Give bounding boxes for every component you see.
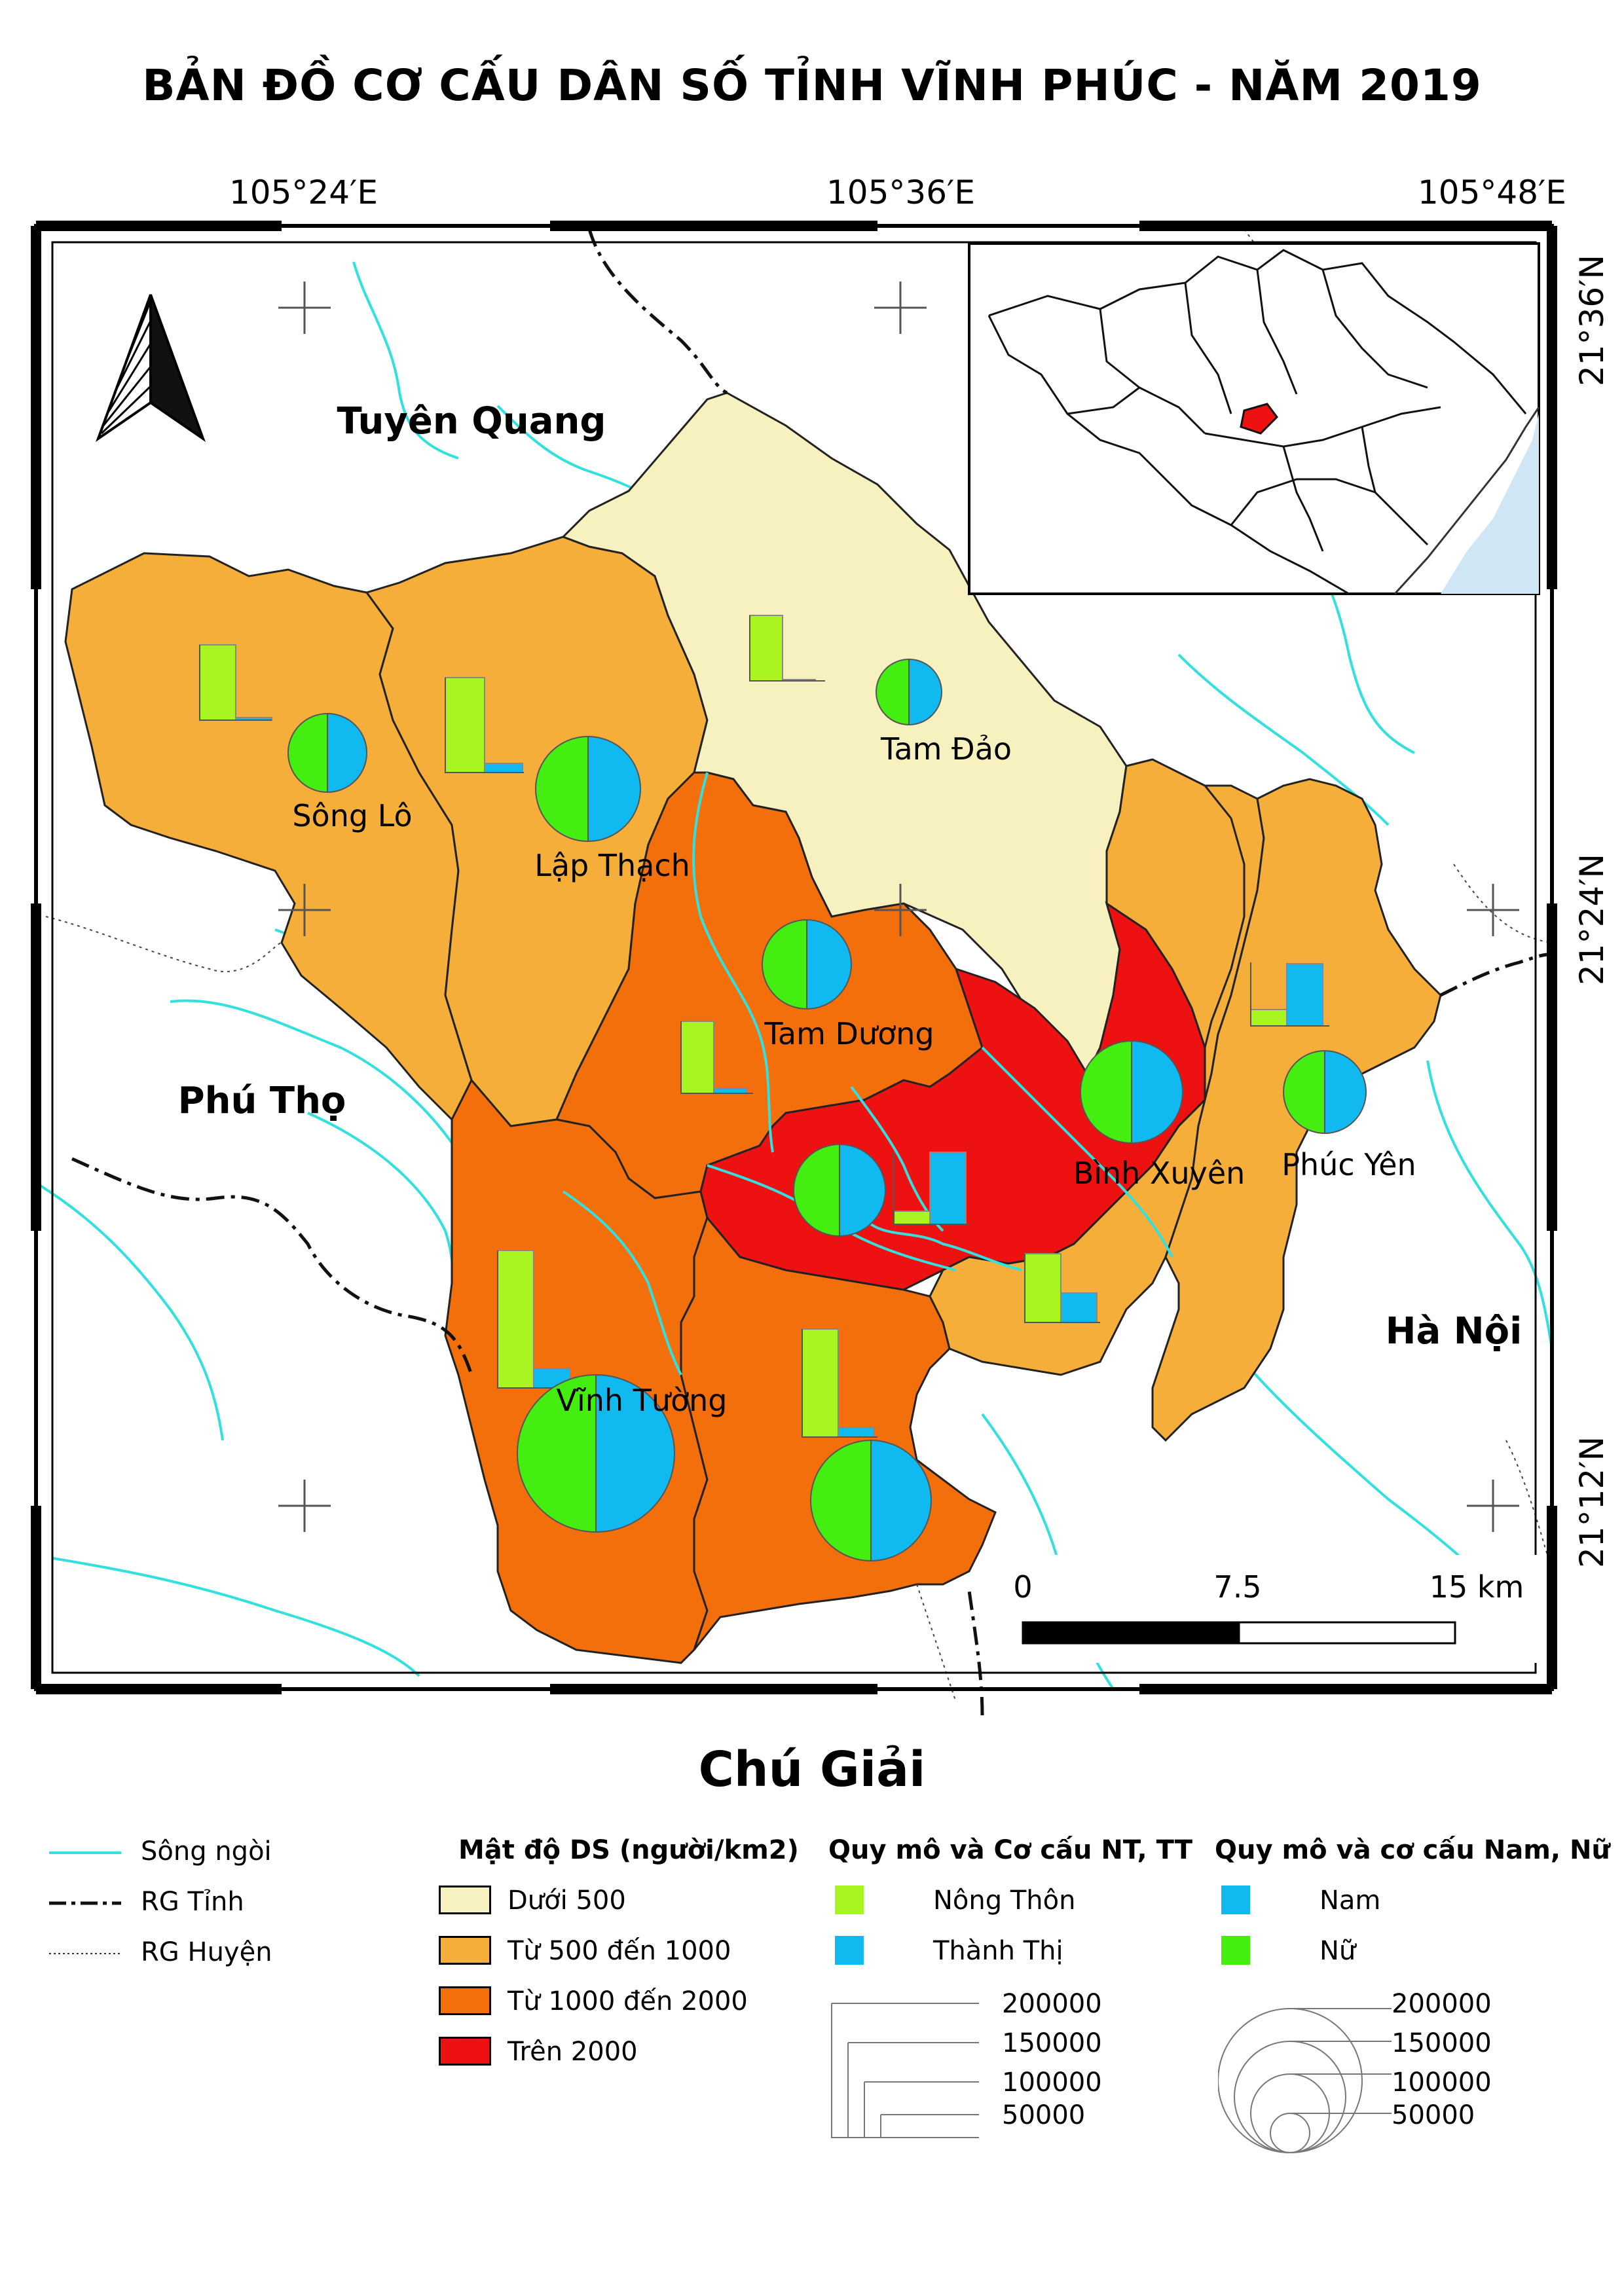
label-ha-noi: Hà Nội bbox=[1386, 1310, 1522, 1353]
scale-label-0: 0 bbox=[1013, 1569, 1032, 1605]
province-borders bbox=[71, 228, 1553, 1716]
river bbox=[170, 999, 460, 1154]
bar-scale-4: 50000 bbox=[1002, 2100, 1086, 2130]
map-inner-frame bbox=[51, 241, 1537, 1674]
label-song-lo: Sông Lô bbox=[292, 798, 412, 833]
pie-chart-vinh-tuong bbox=[517, 1374, 675, 1533]
bar-chart-vinh-yen bbox=[893, 1152, 969, 1225]
bar-chart-tam-duong bbox=[680, 1021, 753, 1094]
pie-chart-vinh-yen bbox=[793, 1143, 886, 1237]
lon-label-1: 105°24′E bbox=[229, 173, 378, 211]
label-vinh-tuong: Vĩnh Tường bbox=[557, 1383, 728, 1418]
river bbox=[1426, 1060, 1553, 1349]
bar-charts bbox=[199, 615, 1329, 1438]
river bbox=[52, 1557, 420, 1677]
district-border bbox=[1505, 1440, 1553, 1572]
rivers bbox=[38, 261, 1553, 1690]
swatch-male bbox=[1221, 1886, 1250, 1914]
label-binh-xuyen: Bình Xuyên bbox=[1073, 1156, 1246, 1191]
legend-density-4: Trên 2000 bbox=[507, 2037, 638, 2067]
legend-male-label: Nam bbox=[1320, 1886, 1381, 1916]
swatch-density-4 bbox=[439, 2037, 491, 2066]
river bbox=[870, 1223, 1022, 1271]
river bbox=[352, 261, 459, 460]
bar-chart-song-lo bbox=[199, 644, 272, 721]
district-border bbox=[916, 1584, 957, 1703]
province-border bbox=[587, 228, 728, 395]
lon-label-3: 105°48′E bbox=[1418, 173, 1567, 211]
river bbox=[692, 772, 774, 1153]
river bbox=[981, 1046, 1173, 1258]
legend-density-3: Từ 1000 đến 2000 bbox=[507, 1986, 748, 2016]
pie-chart-song-lo bbox=[287, 712, 367, 793]
bar-chart-phuc-yen bbox=[1250, 962, 1329, 1027]
pie-size-legend bbox=[1218, 2008, 1392, 2153]
map-title: BẢN ĐỒ CƠ CẤU DÂN SỐ TỈNH VĨNH PHÚC - NĂ… bbox=[142, 60, 1482, 111]
label-tam-duong: Tam Dương bbox=[764, 1016, 934, 1051]
swatch-urban bbox=[835, 1936, 864, 1965]
scale-label-end: 15 km bbox=[1430, 1569, 1524, 1605]
pie-chart-lap-thach bbox=[535, 735, 641, 843]
label-phu-tho: Phú Thọ bbox=[178, 1080, 346, 1122]
pie-chart-yen-lac bbox=[810, 1439, 932, 1562]
inset-vinh-phuc bbox=[1240, 403, 1278, 435]
lon-label-2: 105°36′E bbox=[826, 173, 976, 211]
bar-size-legend bbox=[831, 2003, 979, 2138]
bar-chart-vinh-tuong bbox=[497, 1250, 573, 1389]
legend-province-label: RG Tỉnh bbox=[141, 1887, 244, 1917]
bar-chart-tam-dao bbox=[749, 615, 825, 682]
bar-scale-3: 100000 bbox=[1002, 2068, 1102, 2098]
label-phuc-yen: Phúc Yên bbox=[1282, 1147, 1416, 1182]
label-lap-thach: Lập Thạch bbox=[534, 848, 690, 883]
legend-female-label: Nữ bbox=[1320, 1936, 1356, 1966]
pie-chart-phuc-yen bbox=[1283, 1049, 1367, 1135]
map-canvas: Tuyên Quang Phú Thọ Hà Nội Sông Lô Lập T… bbox=[31, 221, 1557, 1716]
pie-scale-4: 50000 bbox=[1392, 2100, 1475, 2130]
district-binh-xuyen bbox=[929, 758, 1265, 1376]
pie-scale-3: 100000 bbox=[1392, 2068, 1492, 2098]
bar-chart-binh-xuyen bbox=[1024, 1253, 1100, 1323]
district-border bbox=[45, 916, 282, 973]
legend-urban-rural-heading: Quy mô và Cơ cấu NT, TT bbox=[828, 1835, 1193, 1865]
legend-sex-heading: Quy mô và cơ cấu Nam, Nữ bbox=[1215, 1835, 1611, 1865]
legend-title: Chú Giải bbox=[698, 1741, 926, 1798]
pie-scale-2: 150000 bbox=[1392, 2028, 1492, 2058]
pie-chart-binh-xuyen bbox=[1080, 1040, 1183, 1144]
scale-label-mid: 7.5 bbox=[1213, 1569, 1261, 1605]
legend-density-heading: Mật độ DS (người/km2) bbox=[458, 1835, 799, 1865]
legend-rural-label: Nông Thôn bbox=[933, 1886, 1076, 1916]
province-border bbox=[71, 1157, 473, 1376]
swatch-density-3 bbox=[439, 1986, 491, 2015]
swatch-density-1 bbox=[439, 1886, 491, 1914]
legend-density-1: Dưới 500 bbox=[507, 1886, 626, 1916]
legend-density-2: Từ 500 đến 1000 bbox=[507, 1936, 731, 1966]
bar-chart-yen-lac bbox=[802, 1328, 877, 1438]
river bbox=[38, 1184, 224, 1441]
label-tam-dao: Tam Đảo bbox=[880, 731, 1012, 767]
frame-ticks bbox=[31, 221, 1557, 1694]
swatch-rural bbox=[835, 1886, 864, 1914]
pie-chart-tam-duong bbox=[762, 919, 852, 1010]
pie-chart-tam-dao bbox=[876, 658, 942, 726]
swatch-density-2 bbox=[439, 1936, 491, 1965]
north-arrow-icon bbox=[95, 294, 206, 443]
label-tuyen-quang: Tuyên Quang bbox=[337, 400, 606, 443]
legend-district-label: RG Huyện bbox=[141, 1937, 272, 1967]
river bbox=[562, 1190, 682, 1376]
scale-bar: 0 7.5 15 km bbox=[1002, 1555, 1542, 1663]
swatch-female bbox=[1221, 1936, 1250, 1965]
province-border bbox=[967, 1590, 984, 1716]
line-legend-symbols bbox=[49, 1851, 121, 1954]
bar-scale-2: 150000 bbox=[1002, 2028, 1102, 2058]
inset-map bbox=[968, 242, 1540, 595]
graticule bbox=[278, 282, 1519, 1532]
legend-urban-label: Thành Thị bbox=[933, 1936, 1063, 1966]
legend-river-label: Sông ngòi bbox=[141, 1836, 272, 1867]
pie-charts bbox=[287, 658, 1367, 1562]
bar-chart-lap-thach bbox=[445, 677, 524, 773]
province-border bbox=[1439, 953, 1553, 997]
pie-scale-1: 200000 bbox=[1392, 1989, 1492, 2019]
bar-scale-1: 200000 bbox=[1002, 1989, 1102, 2019]
